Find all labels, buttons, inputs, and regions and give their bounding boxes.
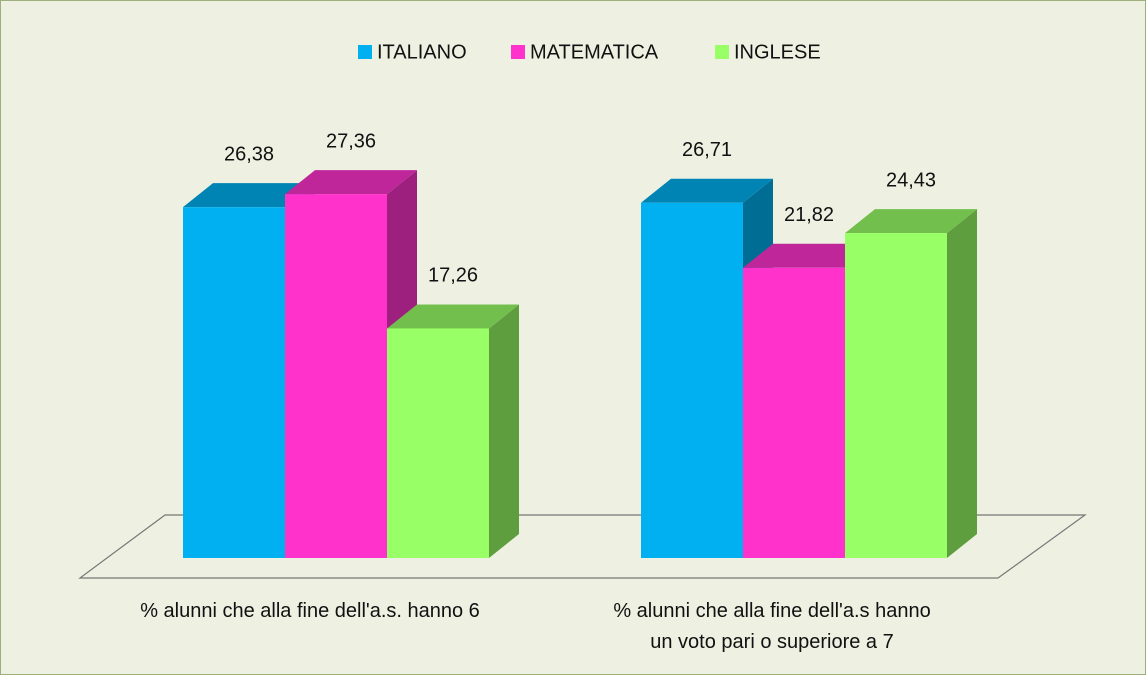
data-label: 21,82 — [784, 204, 834, 226]
data-label: 24,43 — [886, 169, 936, 191]
bar-top — [285, 170, 417, 195]
bar-top — [743, 243, 875, 268]
bar-top — [183, 183, 315, 208]
legend-label: INGLESE — [734, 41, 821, 63]
data-label: 26,38 — [224, 143, 274, 165]
bar — [641, 178, 773, 558]
bar-top — [845, 209, 977, 234]
x-tick-label: % alunni che alla fine dell'a.s hanno un… — [613, 600, 931, 653]
floor — [78, 514, 1087, 579]
x-tick-label: % alunni che alla fine dell'a.s. hanno 6 — [140, 600, 480, 622]
legend-label: MATEMATICA — [530, 41, 659, 63]
bar-front — [641, 202, 743, 558]
bar-side — [947, 209, 977, 558]
bar — [387, 304, 519, 558]
bar-top — [641, 178, 773, 203]
legend-swatch — [511, 45, 525, 59]
bar — [845, 209, 977, 558]
bar-front — [743, 267, 845, 558]
bar-front — [183, 207, 285, 558]
bar-side — [489, 304, 519, 558]
bar-front — [285, 194, 387, 558]
data-label: 26,71 — [682, 139, 732, 161]
legend-swatch — [358, 45, 372, 59]
bar-top — [387, 304, 519, 329]
data-label: 17,26 — [428, 265, 478, 287]
bar-front — [845, 233, 947, 558]
bar — [285, 170, 417, 558]
bar-front — [387, 328, 489, 558]
legend-swatch — [715, 45, 729, 59]
data-label: 27,36 — [326, 130, 376, 152]
legend-label: ITALIANO — [377, 41, 467, 63]
